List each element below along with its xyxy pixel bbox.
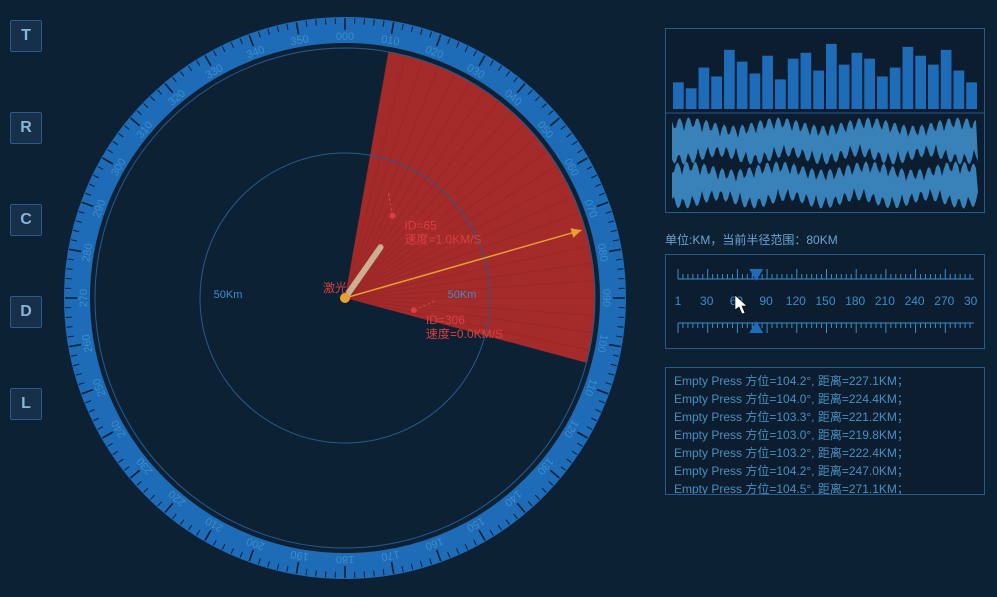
log-line: Empty Press 方位=104.5°, 距离=271.1KM；	[674, 480, 976, 495]
svg-text:240: 240	[905, 294, 925, 308]
svg-text:180: 180	[845, 294, 865, 308]
svg-text:270: 270	[934, 294, 954, 308]
svg-text:激光: 激光	[323, 281, 347, 295]
svg-text:速度=0.0KM/S: 速度=0.0KM/S	[426, 326, 503, 341]
log-line: Empty Press 方位=104.2°, 距离=227.1KM；	[674, 372, 976, 390]
radar-svg: 50Km50Km00001002003004005006007008009010…	[55, 8, 635, 588]
svg-text:350: 350	[290, 33, 310, 48]
svg-text:120: 120	[786, 294, 806, 308]
signal-panel	[665, 28, 985, 213]
log-line: Empty Press 方位=103.2°, 距离=222.4KM；	[674, 444, 976, 462]
right-column: 单位:KM，当前半径范围：80KM 1 30 60 90 120 150 180 210 240…	[665, 28, 985, 513]
log-line: Empty Press 方位=103.3°, 距离=221.2KM；	[674, 408, 976, 426]
svg-text:270: 270	[78, 289, 90, 307]
svg-text:280: 280	[80, 243, 95, 263]
svg-text:90: 90	[759, 294, 773, 308]
side-button-d[interactable]: D	[10, 296, 42, 328]
svg-text:170: 170	[380, 548, 400, 563]
svg-text:60: 60	[730, 294, 744, 308]
svg-text:100: 100	[595, 333, 610, 353]
svg-text:50Km: 50Km	[214, 289, 243, 301]
svg-text:1: 1	[675, 294, 682, 308]
svg-text:090: 090	[600, 289, 612, 307]
log-panel: Empty Press 方位=104.2°, 距离=227.1KM；Empty …	[665, 367, 985, 495]
svg-text:180: 180	[336, 553, 354, 565]
svg-text:000: 000	[336, 31, 354, 43]
range-label-prefix: 单位:KM，当前半径范围：	[665, 233, 806, 247]
signal-svg	[666, 29, 984, 212]
svg-text:ID=306: ID=306	[426, 313, 465, 327]
side-button-t[interactable]: T	[10, 20, 42, 52]
svg-text:50Km: 50Km	[448, 289, 477, 301]
svg-text:150: 150	[815, 294, 835, 308]
log-line: Empty Press 方位=104.2°, 距离=247.0KM；	[674, 462, 976, 480]
svg-text:010: 010	[380, 33, 400, 48]
side-button-col: T R C D L	[10, 20, 42, 420]
range-ruler-panel[interactable]: 1 30 60 90 120 150 180 210 240 270 300	[665, 254, 985, 349]
svg-text:速度=1.0KM/S: 速度=1.0KM/S	[405, 232, 482, 247]
radar-display[interactable]: 50Km50Km00001002003004005006007008009010…	[55, 8, 635, 588]
svg-text:30: 30	[700, 294, 714, 308]
side-button-l[interactable]: L	[10, 388, 42, 420]
log-line: Empty Press 方位=103.0°, 距离=219.8KM；	[674, 426, 976, 444]
range-current-value: 80KM	[806, 233, 837, 247]
svg-text:ID=65: ID=65	[405, 219, 438, 233]
range-label: 单位:KM，当前半径范围：80KM	[665, 231, 985, 248]
range-section: 单位:KM，当前半径范围：80KM 1 30 60 90 120 150 180 210 240…	[665, 231, 985, 349]
svg-text:260: 260	[80, 333, 95, 353]
svg-text:190: 190	[290, 548, 310, 563]
log-line: Empty Press 方位=104.0°, 距离=224.4KM；	[674, 390, 976, 408]
range-ruler-svg: 1 30 60 90 120 150 180 210 240 270 300	[674, 261, 978, 343]
svg-text:300: 300	[964, 294, 978, 308]
side-button-c[interactable]: C	[10, 204, 42, 236]
svg-text:210: 210	[875, 294, 895, 308]
side-button-r[interactable]: R	[10, 112, 42, 144]
svg-text:080: 080	[595, 243, 610, 263]
